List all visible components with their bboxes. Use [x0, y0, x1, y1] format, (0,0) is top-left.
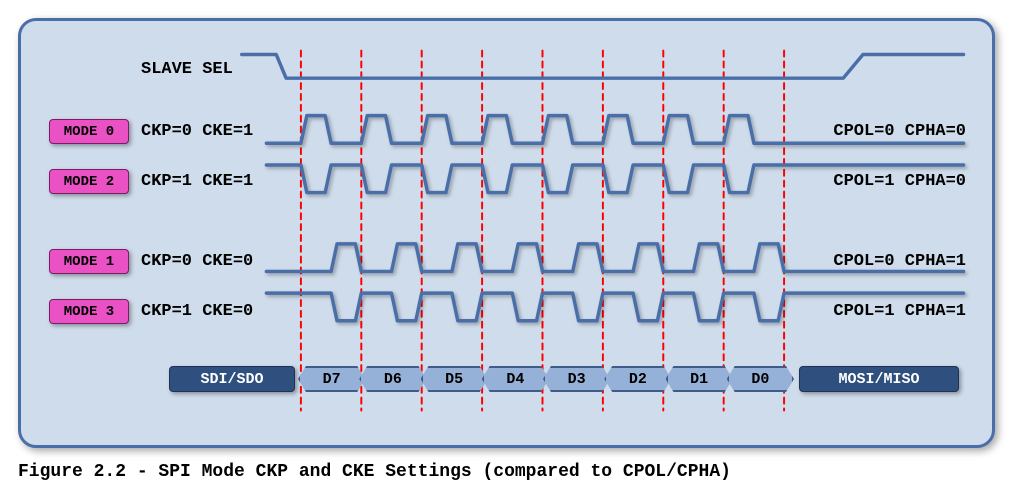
data-bit-chip: D1 — [666, 366, 733, 392]
mode-badge: MODE 1 — [49, 249, 129, 274]
sdi-sdo-chip: SDI/SDO — [169, 366, 295, 392]
data-bit-chip: D0 — [727, 366, 794, 392]
row-left-label: CKP=0 CKE=0 — [141, 252, 253, 271]
figure-caption: Figure 2.2 - SPI Mode CKP and CKE Settin… — [18, 462, 995, 482]
row-right-label: CPOL=1 CPHA=0 — [833, 172, 966, 191]
row-left-label: CKP=1 CKE=0 — [141, 302, 253, 321]
mode-badge: MODE 3 — [49, 299, 129, 324]
slave-sel-label: SLAVE SEL — [141, 60, 233, 79]
row-left-label: CKP=0 CKE=1 — [141, 122, 253, 141]
row-left-label: CKP=1 CKE=1 — [141, 172, 253, 191]
row-right-label: CPOL=1 CPHA=1 — [833, 302, 966, 321]
data-bit-chip: D7 — [298, 366, 365, 392]
mode-badge: MODE 0 — [49, 119, 129, 144]
diagram-frame: SLAVE SEL MODE 0 CKP=0 CKE=1 CPOL=0 CPHA=0… — [18, 18, 995, 448]
mosi-miso-chip: MOSI/MISO — [799, 366, 959, 392]
data-bit-chip: D6 — [359, 366, 426, 392]
mode-badge: MODE 2 — [49, 169, 129, 194]
row-right-label: CPOL=0 CPHA=1 — [833, 252, 966, 271]
data-bit-chip: D4 — [482, 366, 549, 392]
data-bit-chip: D2 — [604, 366, 671, 392]
data-bit-chip: D3 — [543, 366, 610, 392]
data-bit-chip: D5 — [421, 366, 488, 392]
row-right-label: CPOL=0 CPHA=0 — [833, 122, 966, 141]
